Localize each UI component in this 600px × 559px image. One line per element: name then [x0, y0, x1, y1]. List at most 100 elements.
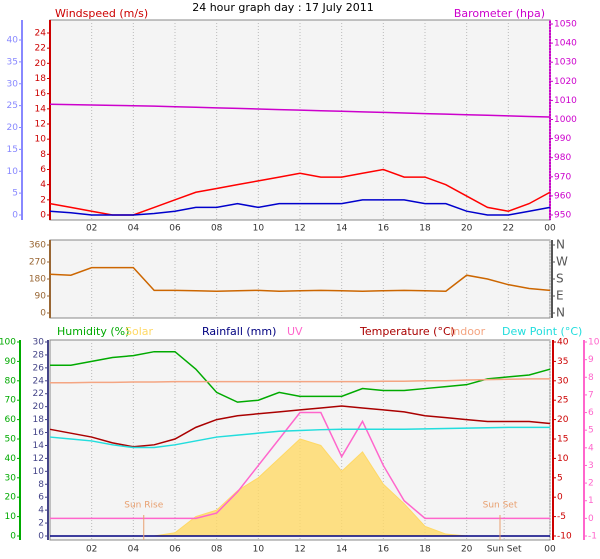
x-tick-label: 04 [128, 224, 140, 234]
tick-label: 16 [33, 428, 45, 438]
tick-label: -5 [557, 512, 566, 522]
tick-label: 5 [588, 426, 594, 436]
x-tick-label: 04 [128, 545, 140, 555]
line [50, 378, 550, 384]
tick-label: 10 [5, 512, 17, 522]
y-axis-label: Windspeed (m/s) [55, 7, 148, 20]
tick-label: 0 [12, 211, 18, 221]
tick-label: 5 [12, 189, 18, 199]
tick-label: 10 [588, 338, 600, 348]
x-tick-label: 12 [294, 224, 305, 234]
line [49, 103, 551, 118]
x-tick-label: 14 [336, 545, 348, 555]
x-tick-label: 00 [544, 224, 556, 234]
tick-label: 0 [10, 532, 16, 542]
tick-label: 20 [35, 59, 47, 69]
tick-label: 10 [7, 167, 19, 177]
x-tick-label: Sun Set [487, 545, 522, 555]
tick-label: 1050 [554, 20, 577, 30]
tick-label: 10 [35, 135, 47, 145]
tick-label: 90 [5, 357, 17, 367]
tick-label: 15 [557, 435, 568, 445]
tick-label: 10 [33, 467, 45, 477]
x-tick-label: 06 [169, 224, 181, 234]
tick-label: -10 [557, 532, 572, 542]
annotation: Sun Set [483, 501, 518, 511]
tick-label: W [556, 255, 568, 269]
tick-label: 18 [35, 74, 47, 84]
tick-label: 7 [588, 390, 594, 400]
tick-label: 20 [5, 493, 17, 503]
tick-label: 8 [588, 373, 594, 383]
tick-label: 950 [554, 211, 571, 221]
tick-label: 0 [557, 493, 563, 503]
tick-label: 25 [557, 396, 568, 406]
line [49, 426, 550, 449]
x-tick-label: 22 [503, 224, 514, 234]
tick-label: 26 [33, 363, 45, 373]
legend-entry: Rainfall (mm) [202, 325, 276, 338]
tick-label: 2 [40, 195, 46, 205]
tick-label: 80 [5, 376, 17, 386]
tick-label: 100 [0, 338, 16, 348]
line [49, 199, 551, 216]
tick-label: 5 [557, 473, 563, 483]
tick-label: 14 [33, 441, 45, 451]
tick-label: 40 [7, 36, 19, 46]
tick-label: 1000 [554, 115, 577, 125]
tick-label: 35 [557, 357, 568, 367]
tick-label: 12 [35, 120, 46, 130]
tick-label: 970 [554, 172, 571, 182]
line [49, 266, 551, 293]
tick-label: 15 [7, 145, 18, 155]
tick-label: 30 [7, 79, 19, 89]
tick-label: 960 [554, 191, 571, 201]
tick-label: S [556, 272, 564, 286]
x-tick-label: 20 [461, 224, 473, 234]
legend-entry: Indoor [450, 325, 486, 338]
x-tick-label: 16 [378, 224, 390, 234]
tick-label: 10 [557, 454, 569, 464]
title: 24 hour graph day : 17 July 2011 [192, 1, 374, 14]
legend-entry: Temperature (°C) [359, 325, 455, 338]
legend-entry: Humidity (%) [57, 325, 129, 338]
tick-label: 28 [33, 350, 45, 360]
x-tick-label: 16 [378, 545, 390, 555]
tick-label: 20 [7, 123, 19, 133]
tick-label: 1 [588, 496, 594, 506]
legend-entry: Dew Point (°C) [502, 325, 582, 338]
tick-label: N [556, 306, 565, 320]
tick-label: 0 [40, 211, 46, 221]
tick-label: 2 [38, 519, 44, 529]
tick-label: 1030 [554, 58, 577, 68]
tick-label: 8 [40, 150, 46, 160]
tick-label: 20 [33, 402, 45, 412]
tick-label: 990 [554, 134, 571, 144]
tick-label: 35 [7, 57, 18, 67]
tick-label: 12 [33, 454, 44, 464]
x-tick-label: 10 [253, 545, 265, 555]
tick-label: 70 [5, 396, 17, 406]
tick-label: 24 [35, 29, 47, 39]
tick-label: 6 [38, 493, 44, 503]
tick-label: 6 [588, 408, 594, 418]
tick-label: 2 [588, 479, 594, 489]
x-tick-label: 20 [461, 545, 473, 555]
tick-label: 18 [33, 415, 45, 425]
tick-label: 980 [554, 153, 571, 163]
tick-label: 90 [35, 292, 47, 302]
tick-label: 9 [588, 355, 594, 365]
x-tick-label: 08 [211, 224, 223, 234]
tick-label: 4 [38, 506, 44, 516]
tick-label: 270 [29, 258, 46, 268]
tick-label: -1 [588, 532, 597, 542]
x-tick-label: 14 [336, 224, 348, 234]
tick-label: 6 [40, 165, 46, 175]
legend-entry: UV [287, 325, 303, 338]
line [50, 350, 551, 403]
tick-label: 24 [33, 376, 45, 386]
x-tick-label: 18 [419, 224, 431, 234]
legend-entry: Solar [125, 325, 154, 338]
tick-label: 30 [33, 338, 45, 348]
